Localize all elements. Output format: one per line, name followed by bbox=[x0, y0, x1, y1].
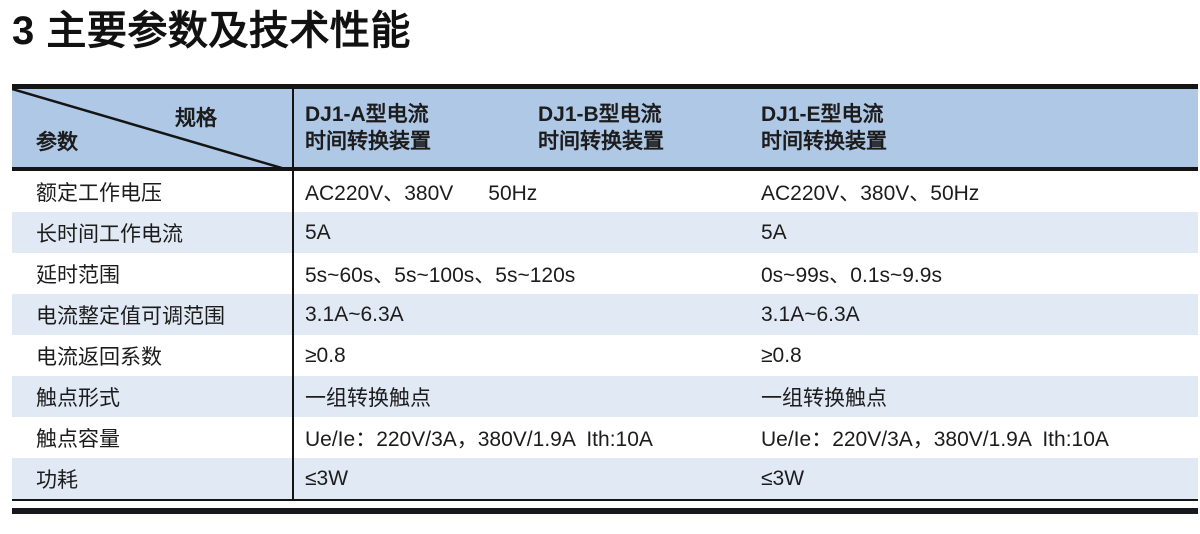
value-ab-cell: ≥0.8 bbox=[305, 343, 346, 367]
value-ab-cell: 5A bbox=[305, 220, 331, 244]
diagonal-divider-line bbox=[12, 89, 283, 167]
value-ab-cell: ≤3W bbox=[305, 466, 349, 490]
value-e-cell: 3.1A~6.3A bbox=[761, 302, 860, 326]
param-cell: 额定工作电压 bbox=[12, 171, 294, 212]
table-row-contact-form: 触点形式 一组转换触点 一组转换触点 bbox=[12, 376, 1198, 417]
bottom-rule bbox=[12, 508, 1198, 514]
table-body: 额定工作电压 AC220V、380V 50Hz AC220V、380V、50Hz… bbox=[12, 171, 1198, 501]
value-e-cell: Ue/Ie：220V/3A，380V/1.9A Ith:10A bbox=[761, 427, 1109, 451]
table-row-contact-capacity: 触点容量 Ue/Ie：220V/3A，380V/1.9A Ith:10A Ue/… bbox=[12, 417, 1198, 458]
value-e-cell: 一组转换触点 bbox=[761, 386, 887, 410]
table-row-continuous-current: 长时间工作电流 5A 5A bbox=[12, 212, 1198, 253]
value-ab-cell: Ue/Ie：220V/3A，380V/1.9A Ith:10A bbox=[305, 427, 653, 451]
value-e-cell: 0s~99s、0.1s~9.9s bbox=[761, 263, 942, 287]
header-corner-cell: 规格 参数 bbox=[12, 89, 294, 167]
param-cell: 延时范围 bbox=[12, 253, 294, 294]
value-ab-cell: 一组转换触点 bbox=[305, 386, 431, 410]
column-header-line: DJ1-E型电流 bbox=[761, 103, 884, 126]
column-header-dj1-b: DJ1-B型电流 时间转换装置 bbox=[538, 89, 755, 167]
table-row-rated-voltage: 额定工作电压 AC220V、380V 50Hz AC220V、380V、50Hz bbox=[12, 171, 1198, 212]
column-header-line: DJ1-B型电流 bbox=[538, 103, 662, 126]
value-e-cell: ≤3W bbox=[761, 466, 805, 490]
column-header-dj1-e: DJ1-E型电流 时间转换装置 bbox=[755, 89, 1198, 167]
param-cell: 触点形式 bbox=[12, 376, 294, 417]
param-cell: 长时间工作电流 bbox=[12, 212, 294, 253]
value-ab-cell: AC220V、380V 50Hz bbox=[305, 181, 538, 205]
column-header-line: DJ1-A型电流 bbox=[305, 103, 429, 126]
value-e-cell: AC220V、380V、50Hz bbox=[761, 181, 980, 205]
table-row-return-coefficient: 电流返回系数 ≥0.8 ≥0.8 bbox=[12, 335, 1198, 376]
param-cell: 电流返回系数 bbox=[12, 335, 294, 376]
corner-label-param: 参数 bbox=[36, 131, 78, 154]
value-e-cell: 5A bbox=[761, 220, 787, 244]
param-cell: 电流整定值可调范围 bbox=[12, 294, 294, 335]
value-ab-cell: 3.1A~6.3A bbox=[305, 302, 404, 326]
table-header-row: 规格 参数 DJ1-A型电流 时间转换装置 DJ1-B型电流 时间转换装置 DJ… bbox=[12, 89, 1198, 171]
page-title: 3 主要参数及技术性能 bbox=[12, 9, 411, 53]
table-row-power-consumption: 功耗 ≤3W ≤3W bbox=[12, 458, 1198, 499]
table-row-delay-range: 延时范围 5s~60s、5s~100s、5s~120s 0s~99s、0.1s~… bbox=[12, 253, 1198, 294]
param-cell: 触点容量 bbox=[12, 417, 294, 458]
spec-table: 规格 参数 DJ1-A型电流 时间转换装置 DJ1-B型电流 时间转换装置 DJ… bbox=[12, 84, 1198, 501]
column-header-dj1-a: DJ1-A型电流 时间转换装置 bbox=[294, 89, 538, 167]
value-ab-cell: 5s~60s、5s~100s、5s~120s bbox=[305, 263, 576, 287]
value-e-cell: ≥0.8 bbox=[761, 343, 802, 367]
corner-label-spec: 规格 bbox=[175, 107, 217, 130]
column-header-line: 时间转换装置 bbox=[305, 130, 431, 153]
param-cell: 功耗 bbox=[12, 458, 294, 499]
column-header-line: 时间转换装置 bbox=[538, 130, 664, 153]
table-row-current-setting-range: 电流整定值可调范围 3.1A~6.3A 3.1A~6.3A bbox=[12, 294, 1198, 335]
column-header-line: 时间转换装置 bbox=[761, 130, 887, 153]
